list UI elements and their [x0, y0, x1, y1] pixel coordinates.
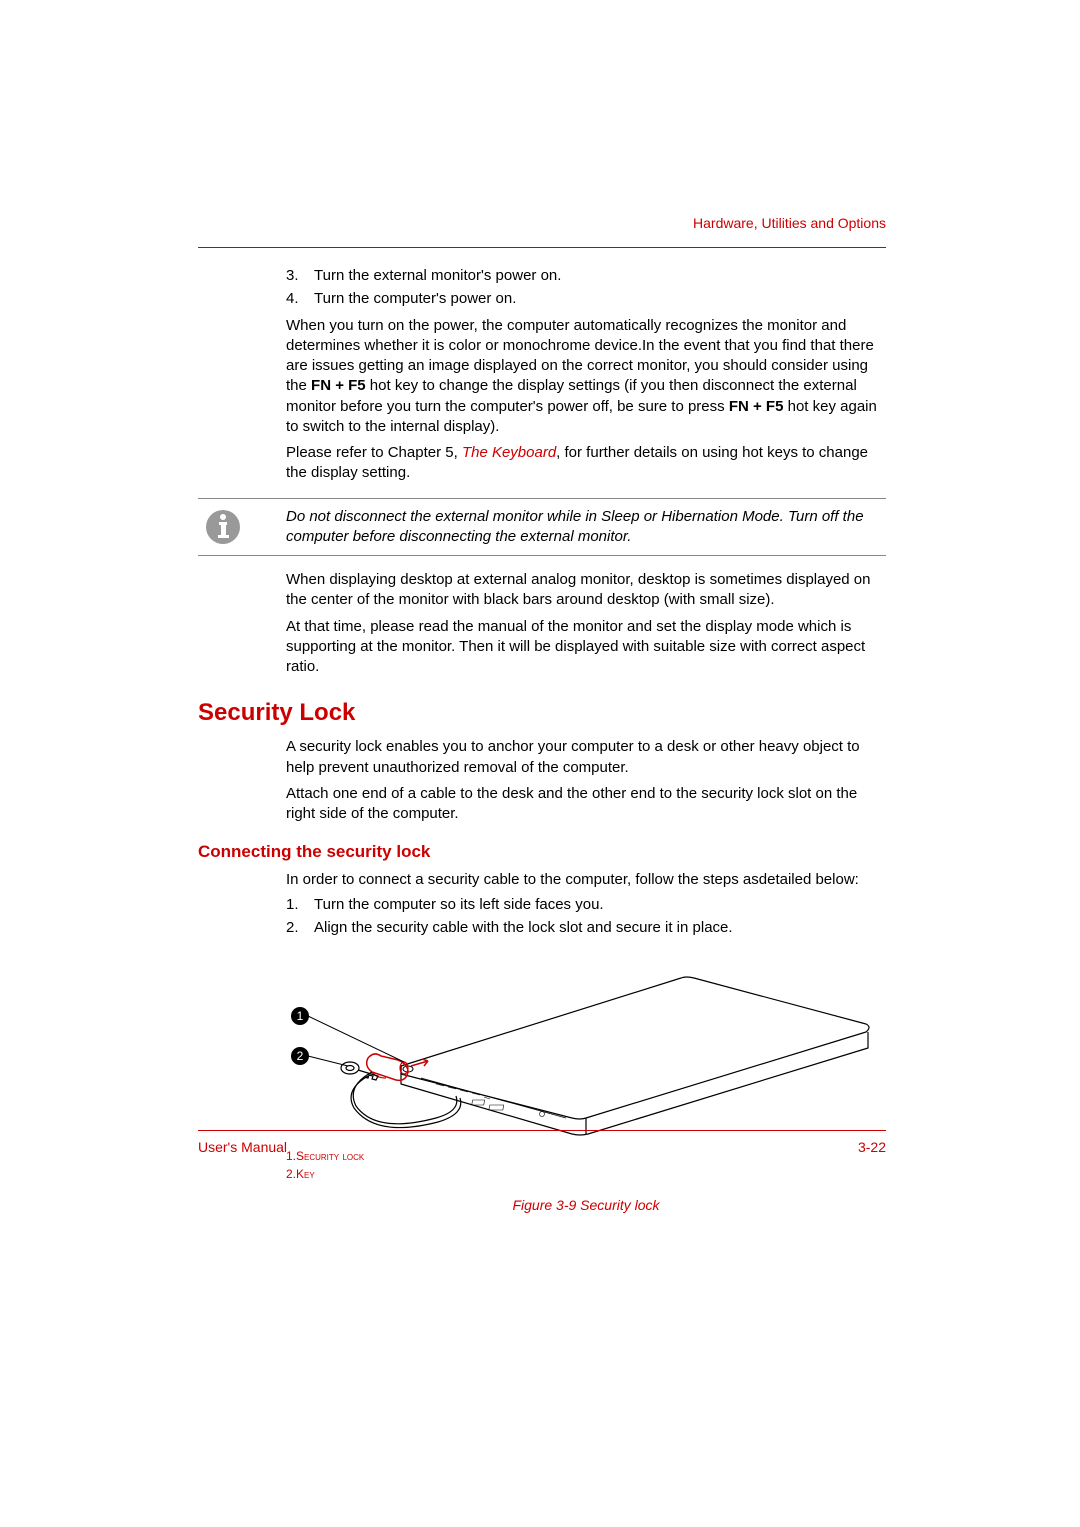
footer-rule	[198, 1130, 886, 1131]
figure-security-lock: 1 2 1.Security lock 2.Key Figure 3-9 Sec…	[286, 956, 886, 1213]
paragraph-monitor-manual: At that time, please read the manual of …	[286, 617, 886, 678]
step-number: 4.	[286, 289, 314, 309]
paragraph-connect-intro: In order to connect a security cable to …	[286, 870, 886, 890]
note-text: Do not disconnect the external monitor w…	[248, 507, 886, 548]
subsection-heading-connecting: Connecting the security lock	[198, 842, 886, 862]
paragraph-analog-monitor: When displaying desktop at external anal…	[286, 570, 886, 611]
paragraph-power-recognition: When you turn on the power, the computer…	[286, 316, 886, 438]
paragraph-refer-chapter: Please refer to Chapter 5, The Keyboard,…	[286, 443, 886, 484]
cross-reference-link[interactable]: The Keyboard	[462, 444, 556, 461]
page-footer: User's Manual 3-22	[198, 1130, 886, 1155]
step-number: 1.	[286, 895, 314, 915]
paragraph-lock-attach: Attach one end of a cable to the desk an…	[286, 784, 886, 825]
list-item: 1. Turn the computer so its left side fa…	[286, 895, 886, 915]
list-item: 4. Turn the computer's power on.	[286, 289, 886, 309]
step-text: Turn the computer so its left side faces…	[314, 895, 604, 915]
monitor-steps-cont: 3. Turn the external monitor's power on.…	[286, 266, 886, 310]
step-text: Turn the computer's power on.	[314, 289, 516, 309]
chapter-header: Hardware, Utilities and Options	[198, 215, 886, 231]
security-lock-diagram: 1 2	[286, 956, 886, 1136]
hotkey-label: FN + F5	[311, 377, 366, 394]
note-callout: Do not disconnect the external monitor w…	[198, 498, 886, 557]
footer-left: User's Manual	[198, 1139, 287, 1155]
section-heading-security-lock: Security Lock	[198, 699, 886, 727]
callout-number: 1	[297, 1009, 304, 1023]
step-number: 3.	[286, 266, 314, 286]
step-number: 2.	[286, 918, 314, 938]
connect-steps: 1. Turn the computer so its left side fa…	[286, 895, 886, 939]
callout-number: 2	[297, 1049, 304, 1063]
legend-item: 2.Key	[286, 1165, 886, 1183]
step-text: Align the security cable with the lock s…	[314, 918, 733, 938]
footer-page-number: 3-22	[858, 1139, 886, 1155]
list-item: 2. Align the security cable with the loc…	[286, 918, 886, 938]
figure-caption: Figure 3-9 Security lock	[286, 1197, 886, 1213]
info-icon	[198, 507, 248, 545]
header-rule	[198, 247, 886, 248]
hotkey-label: FN + F5	[729, 398, 784, 415]
paragraph-lock-intro: A security lock enables you to anchor yo…	[286, 737, 886, 778]
step-text: Turn the external monitor's power on.	[314, 266, 561, 286]
list-item: 3. Turn the external monitor's power on.	[286, 266, 886, 286]
